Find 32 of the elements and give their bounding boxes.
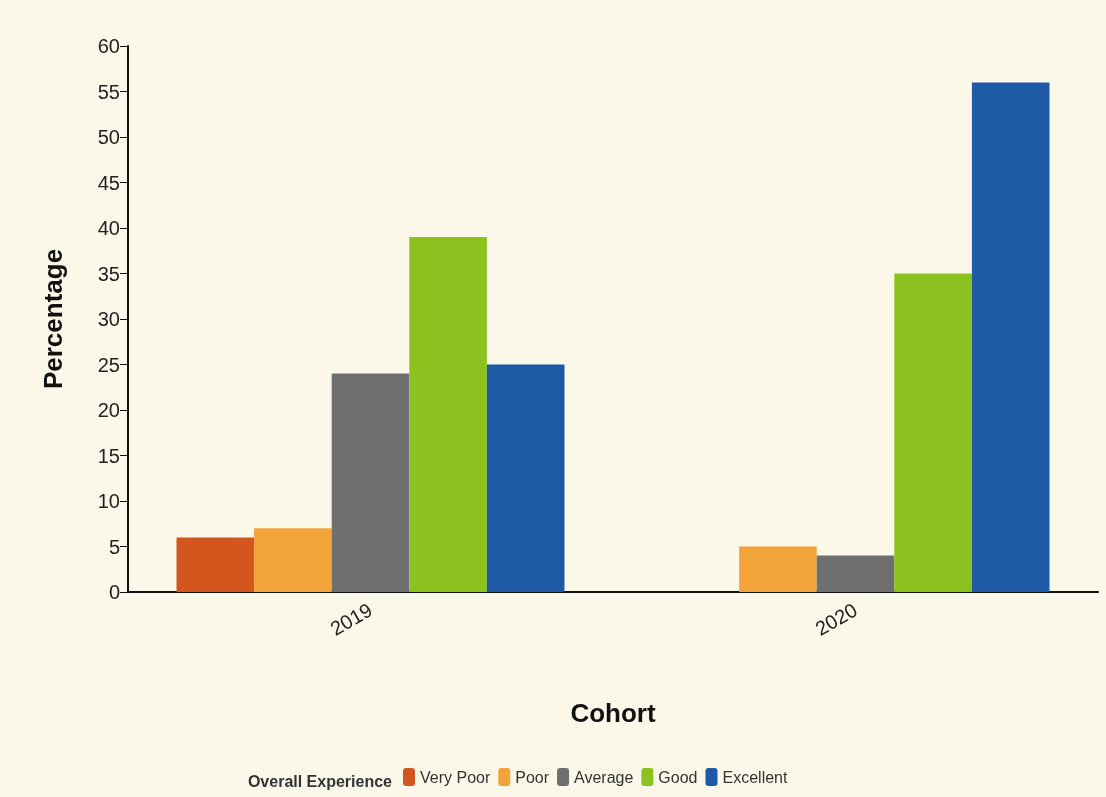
y-tick-label: 45	[97, 171, 120, 194]
bar	[254, 528, 332, 592]
y-tick-label: 55	[97, 80, 120, 103]
y-tick-label: 15	[97, 444, 120, 467]
bar	[486, 364, 565, 592]
bar	[331, 373, 410, 592]
y-tick-label: 60	[97, 35, 120, 57]
y-tick-label: 35	[97, 262, 120, 285]
legend-label: Very Poor	[420, 768, 491, 786]
y-tick-label: 30	[97, 308, 120, 330]
legend-label: Good	[658, 768, 698, 786]
y-tick-label: 20	[97, 399, 120, 421]
legend-label: Average	[574, 768, 634, 786]
y-axis-title: Percentage	[38, 248, 68, 390]
legend-label: Poor	[515, 768, 550, 786]
bar	[971, 82, 1050, 592]
y-tick-label: 10	[97, 490, 120, 512]
bar	[894, 273, 972, 592]
y-tick-label: 5	[108, 535, 120, 558]
bar	[739, 546, 817, 592]
y-tick-label: 50	[97, 126, 120, 148]
bar	[816, 555, 895, 592]
y-tick-label: 40	[97, 217, 120, 239]
legend-label: Excellent	[722, 768, 788, 786]
x-axis-title: Cohort	[570, 698, 656, 728]
y-tick-label: 0	[108, 581, 120, 603]
y-tick-label: 25	[97, 353, 120, 376]
x-tick-label: 2019	[326, 598, 376, 640]
legend-title: Overall Experience	[247, 772, 393, 790]
bar	[176, 537, 255, 592]
x-tick-label: 2020	[811, 598, 861, 640]
bar	[409, 237, 487, 592]
